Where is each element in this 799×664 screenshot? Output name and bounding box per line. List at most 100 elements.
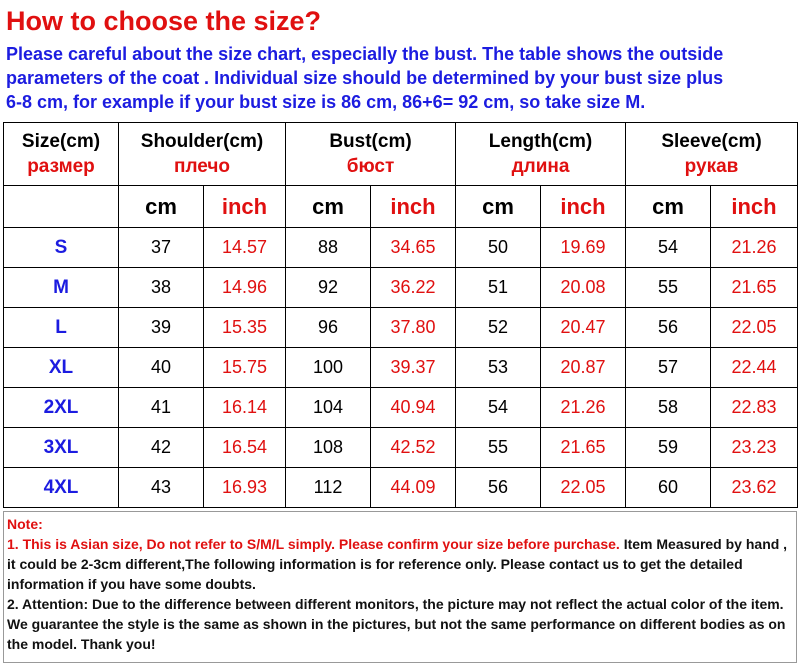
value-cell: 92 [285, 267, 371, 308]
value-cell: 21.26 [540, 387, 626, 428]
note-label: Note: [7, 516, 43, 532]
note-1-text: Item Measured by hand , it could be 2-3c… [7, 536, 788, 592]
unit-row: cm inch cm inch cm inch cm inch [3, 185, 798, 228]
value-cell: 50 [455, 227, 541, 268]
value-cell: 16.54 [203, 427, 286, 468]
value-cell: 15.75 [203, 347, 286, 388]
value-cell: 56 [625, 307, 711, 348]
value-cell: 58 [625, 387, 711, 428]
column-header-en: Sleeve(cm) [661, 131, 762, 152]
value-cell: 20.47 [540, 307, 626, 348]
intro-line: Please careful about the size chart, esp… [6, 44, 724, 64]
data-row: 2XL 41 16.14 104 40.94 54 21.26 58 22.83 [3, 387, 798, 428]
value-cell: 23.62 [710, 467, 798, 508]
value-cell: 54 [625, 227, 711, 268]
size-cell: S [3, 227, 119, 268]
header-row: Size(cm) размер Shoulder(cm) плечо Bust(cm) б… [3, 122, 798, 186]
value-cell: 52 [455, 307, 541, 348]
unit-cell: cm [625, 185, 711, 228]
value-cell: 42 [118, 427, 204, 468]
size-table: Size(cm) размер Shoulder(cm) плечо Bust(cm) б… [3, 122, 798, 508]
note-1-warning: 1. This is Asian size, Do not refer to S… [7, 536, 620, 552]
value-cell: 36.22 [370, 267, 456, 308]
column-header-ru: длина [511, 156, 570, 177]
column-header-en: Bust(cm) [329, 131, 412, 152]
data-row: M 38 14.96 92 36.22 51 20.08 55 21.65 [3, 267, 798, 308]
column-header: Shoulder(cm) плечо [118, 122, 286, 186]
unit-cell: cm [285, 185, 371, 228]
column-header-en: Length(cm) [488, 131, 593, 152]
column-header: Size(cm) размер [3, 122, 119, 186]
value-cell: 40.94 [370, 387, 456, 428]
value-cell: 22.44 [710, 347, 798, 388]
value-cell: 56 [455, 467, 541, 508]
intro-line: 6-8 cm, for example if your bust size is… [6, 92, 646, 112]
value-cell: 16.93 [203, 467, 286, 508]
unit-cell: inch [540, 185, 626, 228]
value-cell: 20.87 [540, 347, 626, 388]
value-cell: 44.09 [370, 467, 456, 508]
value-cell: 51 [455, 267, 541, 308]
value-cell: 23.23 [710, 427, 798, 468]
data-row: S 37 14.57 88 34.65 50 19.69 54 21.26 [3, 227, 798, 268]
value-cell: 104 [285, 387, 371, 428]
value-cell: 41 [118, 387, 204, 428]
size-cell: 2XL [3, 387, 119, 428]
column-header: Sleeve(cm) рукав [625, 122, 798, 186]
column-header-ru: плечо [173, 156, 231, 177]
column-header: Bust(cm) бюст [285, 122, 456, 186]
data-row: 4XL 43 16.93 112 44.09 56 22.05 60 23.62 [3, 467, 798, 508]
unit-cell: cm [118, 185, 204, 228]
value-cell: 37 [118, 227, 204, 268]
data-row: XL 40 15.75 100 39.37 53 20.87 57 22.44 [3, 347, 798, 388]
value-cell: 22.83 [710, 387, 798, 428]
value-cell: 39 [118, 307, 204, 348]
value-cell: 42.52 [370, 427, 456, 468]
column-header-ru: рукав [684, 156, 739, 177]
intro: Please careful about the size chart, esp… [6, 42, 723, 114]
column-header-en: Size(cm) [21, 131, 101, 152]
value-cell: 108 [285, 427, 371, 468]
value-cell: 43 [118, 467, 204, 508]
value-cell: 55 [625, 267, 711, 308]
column-header-ru: размер [27, 156, 95, 177]
value-cell: 55 [455, 427, 541, 468]
value-cell: 39.37 [370, 347, 456, 388]
value-cell: 16.14 [203, 387, 286, 428]
value-cell: 21.26 [710, 227, 798, 268]
unit-cell-blank [3, 185, 119, 228]
data-row: L 39 15.35 96 37.80 52 20.47 56 22.05 [3, 307, 798, 348]
value-cell: 57 [625, 347, 711, 388]
size-cell: L [3, 307, 119, 348]
value-cell: 14.96 [203, 267, 286, 308]
value-cell: 37.80 [370, 307, 456, 348]
note-2: 2. Attention: Due to the difference betw… [7, 596, 786, 652]
intro-line: parameters of the coat . Individual size… [6, 68, 724, 88]
value-cell: 53 [455, 347, 541, 388]
value-cell: 88 [285, 227, 371, 268]
value-cell: 96 [285, 307, 371, 348]
value-cell: 40 [118, 347, 204, 388]
value-cell: 59 [625, 427, 711, 468]
value-cell: 60 [625, 467, 711, 508]
unit-cell: inch [203, 185, 286, 228]
value-cell: 22.05 [540, 467, 626, 508]
size-cell: 4XL [3, 467, 119, 508]
value-cell: 20.08 [540, 267, 626, 308]
title: How to choose the size? [6, 6, 322, 36]
size-cell: 3XL [3, 427, 119, 468]
value-cell: 38 [118, 267, 204, 308]
unit-cell: cm [455, 185, 541, 228]
column-header: Length(cm) длина [455, 122, 626, 186]
value-cell: 14.57 [203, 227, 286, 268]
value-cell: 21.65 [710, 267, 798, 308]
value-cell: 54 [455, 387, 541, 428]
unit-cell: inch [370, 185, 456, 228]
column-header-en: Shoulder(cm) [140, 131, 264, 152]
unit-cell: inch [710, 185, 798, 228]
value-cell: 112 [285, 467, 371, 508]
value-cell: 100 [285, 347, 371, 388]
column-header-ru: бюст [346, 156, 395, 177]
value-cell: 19.69 [540, 227, 626, 268]
